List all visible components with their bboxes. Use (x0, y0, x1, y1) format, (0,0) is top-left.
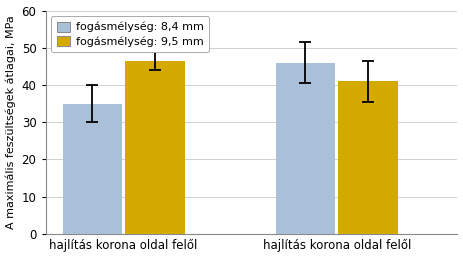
Legend: fogásmélység: 8,4 mm, fogásmélység: 9,5 mm: fogásmélység: 8,4 mm, fogásmélység: 9,5 … (51, 16, 209, 52)
Bar (63, 103, 122, 234)
Y-axis label: A maximális feszültségek átlagai, MPa: A maximális feszültségek átlagai, MPa (6, 15, 16, 229)
Bar (125, 61, 185, 234)
Bar (275, 63, 335, 234)
Bar (338, 81, 398, 234)
